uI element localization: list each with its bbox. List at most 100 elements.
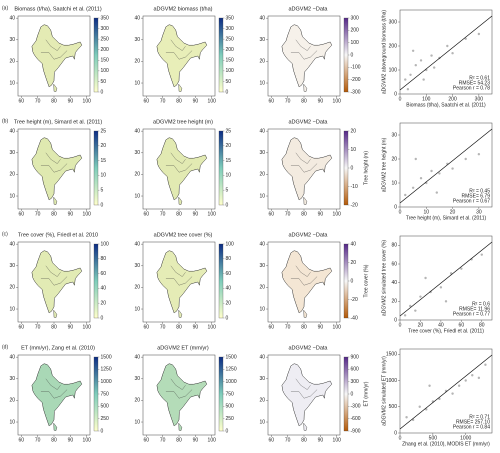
scatter-point	[477, 153, 481, 156]
colorbar-tick-label: 20	[351, 260, 357, 266]
colorbar-tick-label: 150	[226, 58, 235, 64]
colorbar-tick-label: 0	[351, 165, 354, 171]
colorbar-tick-label: 350	[226, 15, 235, 21]
map-y-tick-label: 10	[9, 419, 15, 425]
fit-line	[399, 354, 493, 430]
map-y-tick-label: 40	[134, 128, 140, 134]
map-x-tick-label: 90	[318, 437, 324, 443]
scatter-point	[449, 272, 453, 275]
x-axis-label: Biomass (t/ha), Saatchi et al. (2011)	[406, 102, 486, 108]
x-tick-label: 60	[459, 322, 465, 328]
panel-title: Tree cover (%), Friedl et al. 2010	[18, 232, 98, 238]
colorbar-tick-label: 40	[226, 286, 232, 292]
map-y-tick-label: 10	[259, 419, 265, 425]
state-border	[290, 163, 318, 173]
colorbar-tick-label: 0	[101, 428, 104, 434]
map-x-tick-label: 70	[285, 211, 291, 217]
map-y-tick-label: 40	[9, 15, 15, 21]
colorbar-tick-label: 0	[351, 52, 354, 58]
scatter-frame	[399, 9, 493, 95]
map-y-tick-label: 10	[134, 80, 140, 86]
colorbar-tick-label: 100	[351, 40, 360, 46]
scatter-point	[460, 267, 463, 270]
x-tick-label: 0	[399, 209, 402, 215]
india-map	[156, 250, 208, 314]
map-x-tick-label: 90	[68, 437, 74, 443]
scatter-point	[404, 78, 407, 81]
state-border	[165, 276, 193, 286]
map-x-tick-label: 90	[318, 211, 324, 217]
scatter-point	[405, 416, 408, 419]
colorbar-tick-label: 500	[226, 404, 235, 410]
stat-text: R² = 0.6	[472, 301, 490, 307]
colorbar-tick-label: 100	[101, 241, 110, 247]
colorbar-tick-label: 0	[226, 89, 229, 95]
colorbar-tick-label: 15	[226, 158, 232, 164]
india-map	[281, 24, 333, 88]
colorbar-tick-label: 0	[351, 278, 354, 284]
x-tick-label: 100	[422, 96, 431, 102]
colorbar-tick-label: 1000	[101, 379, 112, 385]
map-y-tick-label: 40	[134, 15, 140, 21]
map-x-tick-label: 80	[176, 98, 182, 104]
sri-lanka	[303, 83, 308, 92]
map-y-tick-label: 30	[259, 376, 265, 382]
stat-text: Pearson r = 0.77	[453, 311, 490, 317]
scatter-point	[444, 300, 448, 303]
scatter-point	[430, 169, 433, 173]
map-x-tick-label: 100	[208, 437, 217, 443]
colorbar-tick-label: 300	[351, 379, 360, 385]
colorbar	[218, 130, 224, 206]
y-tick-label: 0	[394, 91, 397, 97]
colorbar	[93, 130, 99, 206]
map-x-tick-label: 90	[68, 98, 74, 104]
map-y-tick-label: 30	[259, 263, 265, 269]
scatter-point	[428, 384, 431, 387]
colorbar-tick-label: 250	[101, 416, 110, 422]
sri-lanka	[303, 309, 308, 318]
map-x-tick-label: 90	[318, 324, 324, 330]
colorbar-tick-label: 15	[101, 158, 107, 164]
state-border	[290, 50, 318, 60]
stat-text: Pearson r = 0.67	[453, 198, 490, 204]
colorbar-tick-label: 80	[101, 256, 107, 262]
colorbar-tick-label: 1250	[101, 367, 112, 373]
map-x-tick-label: 60	[18, 437, 24, 443]
state-border	[295, 378, 311, 390]
scatter-point	[403, 314, 407, 317]
map-x-tick-label: 80	[51, 437, 57, 443]
map-y-tick-label: 20	[134, 59, 140, 65]
state-border	[295, 152, 311, 164]
india-map	[281, 363, 333, 427]
map-x-tick-label: 80	[301, 211, 307, 217]
panel-title: aDGVM2 tree cover (%)	[154, 232, 213, 238]
state-border	[290, 389, 318, 399]
map-x-tick-label: 70	[160, 211, 166, 217]
map-y-tick-label: 40	[259, 128, 265, 134]
colorbar-tick-label: 1500	[226, 354, 237, 360]
colorbar-tick-label: 50	[226, 79, 232, 85]
y-tick-label: 60	[391, 261, 397, 267]
stat-text: RMSE= 257.10	[456, 419, 490, 425]
map-y-tick-label: 20	[9, 172, 15, 178]
map-x-tick-label: 70	[285, 98, 291, 104]
scatter-point	[414, 63, 417, 67]
scatter-point	[477, 376, 481, 380]
colorbar-tick-label: 100	[226, 241, 235, 247]
map-x-tick-label: 90	[193, 98, 199, 104]
x-tick-label: 20	[418, 322, 424, 328]
scatter-point	[414, 157, 417, 161]
state-border	[170, 265, 186, 277]
map-y-tick-label: 10	[134, 193, 140, 199]
map-y-tick-label: 30	[134, 376, 140, 382]
colorbar-tick-label: 40	[101, 286, 107, 292]
scatter-point	[409, 304, 412, 308]
colorbar-tick-label: 750	[101, 391, 110, 397]
scatter-point	[451, 52, 454, 55]
scatter-point	[446, 44, 449, 48]
x-tick-label: 10	[424, 209, 430, 215]
panel-title: aDGVM2 −Data	[289, 6, 329, 12]
colorbar-tick-label: -100	[351, 65, 361, 71]
map-x-tick-label: 80	[176, 437, 182, 443]
colorbar-tick-label: 10	[226, 173, 232, 179]
